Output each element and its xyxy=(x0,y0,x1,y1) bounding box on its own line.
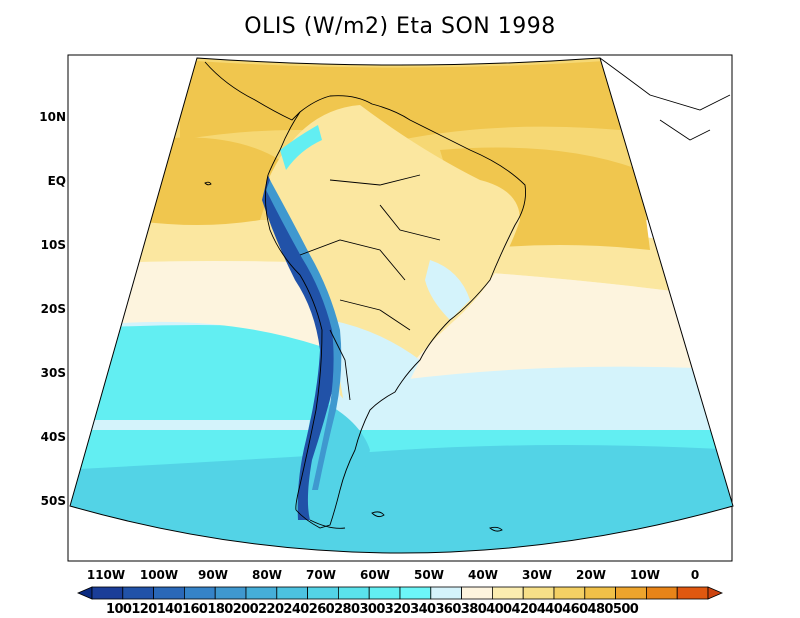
colorbar-labels: 1001201401601802002202402602803003203403… xyxy=(106,603,706,617)
lon-label-30w: 30W xyxy=(522,568,552,582)
islands xyxy=(204,181,503,532)
colorbar-level-label: 420 xyxy=(511,603,538,617)
colorbar-swatch xyxy=(245,586,278,600)
colorbar-swatch xyxy=(553,586,586,600)
colorbar xyxy=(76,586,724,600)
colorbar-level-label: 180 xyxy=(207,603,233,617)
lat-label-30s: 30S xyxy=(40,366,66,380)
lon-label-50w: 50W xyxy=(414,568,444,582)
colorbar-level-label: 340 xyxy=(410,603,436,617)
colorbar-swatch xyxy=(307,586,339,600)
colorbar-swatch xyxy=(399,586,432,600)
colorbar-level-label: 360 xyxy=(435,603,461,617)
colorbar-swatch xyxy=(615,586,647,600)
lat-label-eq: EQ xyxy=(47,174,66,188)
colorbar-swatch xyxy=(276,586,308,600)
colorbar-level-label: 440 xyxy=(536,603,563,617)
map-title: OLIS (W/m2) Eta SON 1998 xyxy=(244,14,556,39)
colorbar-level-label: 260 xyxy=(308,603,335,617)
patagonia xyxy=(305,400,370,530)
colorbar-level-label: 100 xyxy=(106,603,132,617)
colorbar-swatch xyxy=(368,586,401,600)
colorbar-arrow-high xyxy=(707,586,724,600)
lon-label-70w: 70W xyxy=(306,568,336,582)
lon-label-20w: 20W xyxy=(576,568,606,582)
continent-south xyxy=(330,320,420,414)
coastlines xyxy=(204,57,731,529)
lat-label-50s: 50S xyxy=(40,494,66,508)
colorbar-level-label: 480 xyxy=(587,603,614,617)
colorbar-level-label: 280 xyxy=(334,603,360,617)
lat-label-10s: 10S xyxy=(40,238,66,252)
colorbar-level-label: 120 xyxy=(131,603,157,617)
andes-high xyxy=(262,175,337,520)
colorbar-swatch xyxy=(584,586,616,600)
continent-interior xyxy=(268,105,520,408)
lon-label-100w: 100W xyxy=(139,568,179,582)
colorbar-swatch xyxy=(91,586,124,600)
band-cyan-mid xyxy=(70,325,330,420)
lat-label-40s: 40S xyxy=(40,430,66,444)
lon-label-90w: 90W xyxy=(198,568,228,582)
lon-label-10w: 10W xyxy=(630,568,660,582)
colorbar-level-label: 220 xyxy=(258,603,284,617)
olis-field xyxy=(70,58,733,553)
colorbar-level-label: 400 xyxy=(486,603,512,617)
colorbar-level-label: 380 xyxy=(460,603,487,617)
colorbar-swatch xyxy=(122,586,155,600)
colorbar-swatch xyxy=(461,586,493,600)
colorbar-level-label: 140 xyxy=(156,603,183,617)
colorbar-level-label: 160 xyxy=(182,603,208,617)
colorbar-swatch xyxy=(153,586,185,600)
colorbar-swatch xyxy=(214,586,247,600)
colorbar-swatch xyxy=(491,586,524,600)
colorbar-level-label: 500 xyxy=(612,603,639,617)
lat-label-20s: 20S xyxy=(40,302,66,316)
colorbar-level-label: 460 xyxy=(562,603,588,617)
colorbar-swatch xyxy=(337,586,370,600)
lon-label-80w: 80W xyxy=(252,568,282,582)
colorbar-swatch xyxy=(522,586,555,600)
colorbar-level-label: 200 xyxy=(232,603,259,617)
colorbar-swatch xyxy=(183,586,216,600)
lon-label-60w: 60W xyxy=(360,568,390,582)
colorbar-arrow-low xyxy=(76,586,93,600)
lon-label-110w: 110W xyxy=(86,568,126,582)
brazil-highlands xyxy=(425,260,470,320)
band-teal-south xyxy=(70,445,733,553)
lon-label-40w: 40W xyxy=(468,568,498,582)
colorbar-swatch xyxy=(676,586,709,600)
andes-north xyxy=(280,125,322,170)
lon-label-0: 0 xyxy=(690,568,700,582)
domain-outline xyxy=(69,57,734,554)
band-gold-north xyxy=(180,60,620,140)
colorbar-level-label: 300 xyxy=(359,603,385,617)
colorbar-swatch xyxy=(430,586,462,600)
colorbar-level-label: 240 xyxy=(283,603,309,617)
lat-label-10n: 10N xyxy=(39,110,66,124)
colorbar-level-label: 320 xyxy=(384,603,411,617)
colorbar-swatch xyxy=(646,586,678,600)
band-sky-east xyxy=(400,366,733,430)
